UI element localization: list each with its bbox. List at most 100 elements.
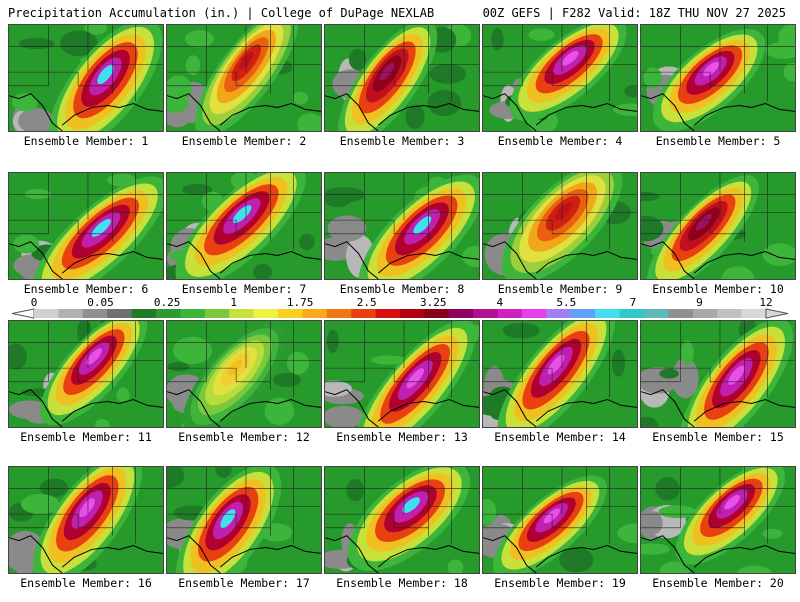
precip-contour <box>561 50 579 66</box>
ensemble-member-panel[interactable]: Ensemble Member: 8 <box>324 172 480 308</box>
run-valid-time: 00Z GEFS | F282 Valid: 18Z THU NOV 27 20… <box>482 6 786 20</box>
state-border <box>167 513 237 528</box>
map-frame <box>8 320 164 428</box>
ensemble-member-label: Ensemble Member: 6 <box>23 282 149 296</box>
coastline <box>483 241 637 279</box>
coastline <box>483 535 637 573</box>
ensemble-member-panel[interactable]: Ensemble Member: 2 <box>166 24 322 160</box>
ensemble-member-panel[interactable]: Ensemble Member: 12 <box>166 320 322 456</box>
precip-map-16 <box>9 467 163 573</box>
colorbar-tick-label: 12 <box>759 296 773 309</box>
precip-contour <box>483 498 497 525</box>
precip-contour <box>559 547 594 573</box>
ensemble-member-panel[interactable]: Ensemble Member: 9 <box>482 172 638 308</box>
precip-contour <box>659 368 679 379</box>
colorbar-tick-label: 3.25 <box>420 296 447 309</box>
dry-area <box>18 108 54 131</box>
ensemble-member-label: Ensemble Member: 8 <box>339 282 465 296</box>
state-border <box>483 513 553 528</box>
precip-contour <box>167 362 190 372</box>
ensemble-member-label: Ensemble Member: 5 <box>655 134 781 148</box>
precip-contour <box>502 322 540 339</box>
map-frame <box>640 172 796 280</box>
ensemble-member-panel[interactable]: Ensemble Member: 3 <box>324 24 480 160</box>
colorbar-tick-label: 5.5 <box>556 296 577 309</box>
colorbar-swatch <box>668 309 694 318</box>
colorbar-swatch <box>522 309 547 318</box>
state-border <box>483 367 553 382</box>
precip-contour <box>783 62 795 82</box>
colorbar-swatch <box>375 309 401 318</box>
ensemble-member-panel[interactable]: Ensemble Member: 18 <box>324 466 480 602</box>
precip-contour <box>695 213 712 231</box>
ensemble-member-panel[interactable]: Ensemble Member: 19 <box>482 466 638 602</box>
precip-contour <box>427 89 462 116</box>
coastline <box>325 389 479 427</box>
coastline <box>9 389 163 427</box>
precip-contour <box>641 416 659 427</box>
map-frame <box>482 320 638 428</box>
ensemble-member-label: Ensemble Member: 10 <box>652 282 784 296</box>
state-border <box>325 71 395 86</box>
ensemble-member-panel[interactable]: Ensemble Member: 1 <box>8 24 164 160</box>
precip-contour <box>641 191 660 202</box>
ensemble-member-panel[interactable]: Ensemble Member: 17 <box>166 466 322 602</box>
ensemble-member-panel[interactable]: Ensemble Member: 4 <box>482 24 638 160</box>
ensemble-member-panel[interactable]: Ensemble Member: 14 <box>482 320 638 456</box>
precip-contour <box>232 205 252 224</box>
map-frame <box>482 466 638 574</box>
ensemble-member-panel[interactable]: Ensemble Member: 7 <box>166 172 322 308</box>
precip-contour <box>461 245 479 268</box>
dry-area <box>325 380 353 397</box>
precip-contour <box>528 28 555 41</box>
coastline <box>9 241 163 279</box>
coastline <box>641 241 795 279</box>
map-frame <box>640 466 796 574</box>
precip-contour <box>724 494 741 510</box>
precip-contour <box>762 528 783 539</box>
precip-contour <box>346 478 364 502</box>
ensemble-member-panel[interactable]: Ensemble Member: 10 <box>640 172 796 308</box>
coastline <box>325 241 479 279</box>
state-border <box>325 219 395 234</box>
colorbar-swatch <box>717 309 743 318</box>
state-border <box>9 367 79 382</box>
colorbar-swatch <box>131 309 157 318</box>
precip-contour <box>273 372 301 388</box>
ensemble-member-label: Ensemble Member: 13 <box>336 430 468 444</box>
precip-contour <box>624 84 637 98</box>
ensemble-member-panel[interactable]: Ensemble Member: 13 <box>324 320 480 456</box>
colorbar-tick-label: 0 <box>30 296 38 309</box>
ensemble-member-panel[interactable]: Ensemble Member: 11 <box>8 320 164 456</box>
state-border <box>641 71 711 86</box>
coastline <box>325 535 479 573</box>
precip-contour <box>641 543 671 555</box>
precip-contour <box>643 67 662 89</box>
precip-contour <box>348 48 367 71</box>
precip-contour <box>40 478 69 498</box>
coastline <box>641 389 795 427</box>
colorbar-tick-label: 7 <box>629 296 637 309</box>
ensemble-member-panel[interactable]: Ensemble Member: 20 <box>640 466 796 602</box>
map-frame <box>324 466 480 574</box>
precip-contour <box>765 41 795 59</box>
precip-contour <box>84 25 108 35</box>
precip-map-19 <box>483 467 637 573</box>
dry-area <box>325 405 364 427</box>
precip-map-7 <box>167 173 321 279</box>
ensemble-member-panel[interactable]: Ensemble Member: 16 <box>8 466 164 602</box>
map-frame <box>482 172 638 280</box>
colorbar-swatch <box>448 309 474 318</box>
precip-contour <box>406 368 425 389</box>
colorbar-swatch <box>58 309 84 318</box>
colorbar-swatch <box>351 309 377 318</box>
dry-area <box>9 400 49 419</box>
precip-contour <box>721 266 755 279</box>
ensemble-member-panel[interactable]: Ensemble Member: 15 <box>640 320 796 456</box>
ensemble-member-panel[interactable]: Ensemble Member: 5 <box>640 24 796 160</box>
ensemble-member-panel[interactable]: Ensemble Member: 6 <box>8 172 164 308</box>
precip-contour <box>641 215 664 242</box>
precip-map-9 <box>483 173 637 279</box>
precip-contour <box>182 184 213 196</box>
